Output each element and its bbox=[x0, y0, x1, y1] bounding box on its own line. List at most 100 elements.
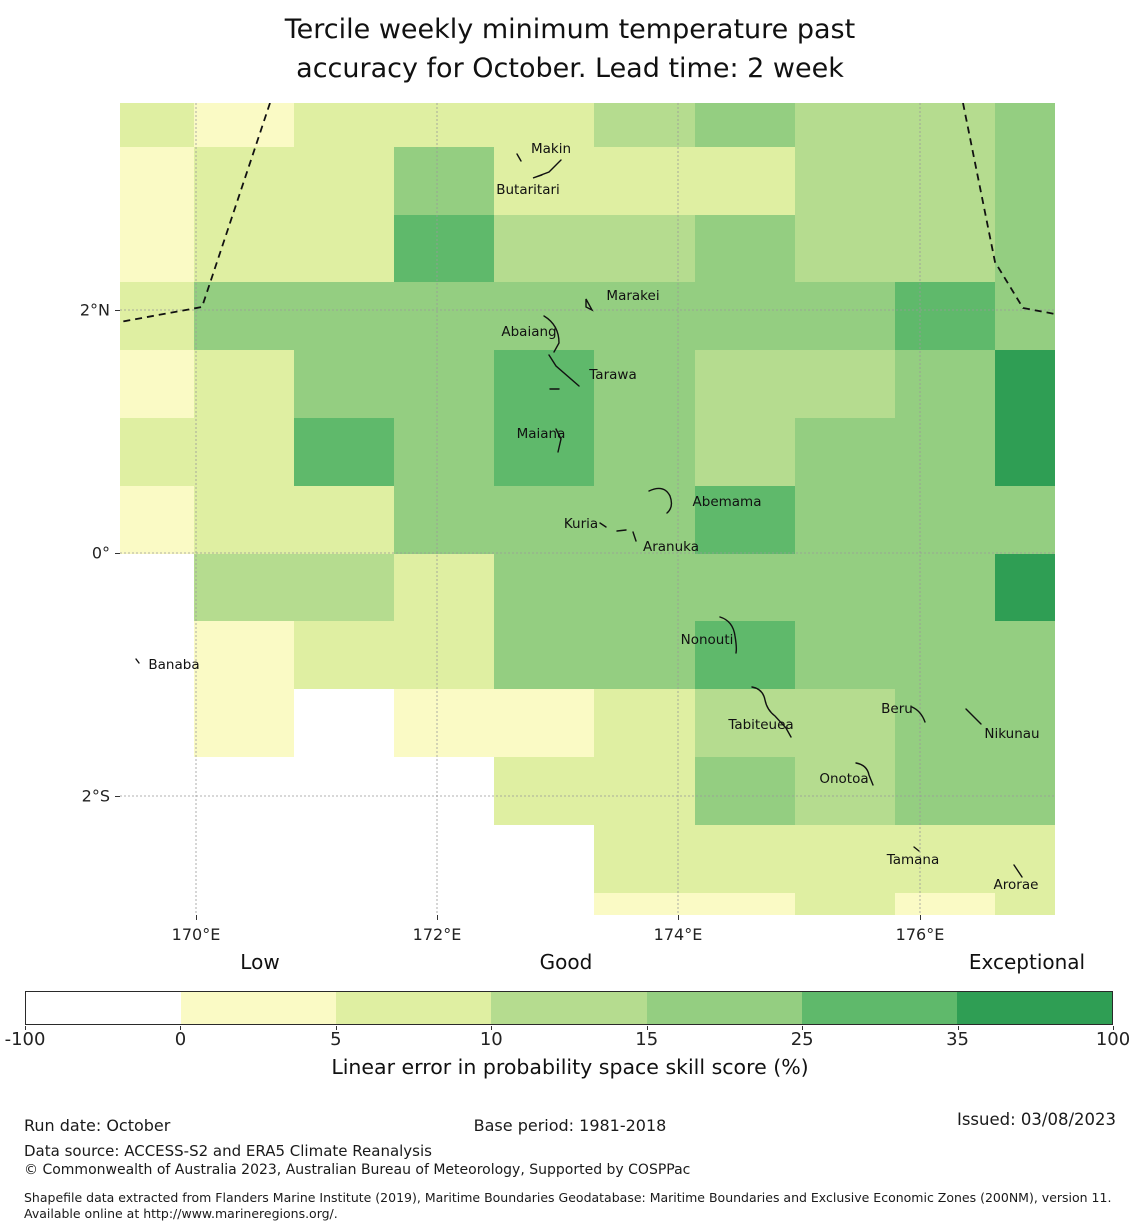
map-cell bbox=[120, 486, 194, 554]
map-cell bbox=[120, 689, 194, 757]
colorbar-tickmark bbox=[180, 1026, 182, 1030]
map-cell bbox=[995, 350, 1055, 418]
map-cell bbox=[194, 554, 294, 621]
map-cell bbox=[394, 350, 494, 418]
x-axis-tickmark bbox=[196, 915, 197, 920]
colorbar-segment bbox=[26, 992, 182, 1024]
island-label-tabiteuea: Tabiteuea bbox=[728, 717, 794, 733]
map-cell bbox=[995, 554, 1055, 621]
map-cell bbox=[494, 893, 594, 915]
map-cell bbox=[294, 757, 394, 825]
map-cell bbox=[394, 282, 494, 350]
x-axis-tickmark bbox=[920, 915, 921, 920]
colorbar-tick-label: 0 bbox=[174, 1029, 187, 1050]
map-cell bbox=[895, 215, 995, 282]
island-label-butaritari: Butaritari bbox=[496, 182, 560, 198]
map-cell bbox=[795, 621, 895, 689]
map-cell bbox=[795, 689, 895, 757]
map-cell bbox=[695, 757, 795, 825]
map-cell bbox=[995, 893, 1055, 915]
data-source-text: Data source: ACCESS-S2 and ERA5 Climate … bbox=[24, 1142, 432, 1160]
y-axis-tick-label: 0° bbox=[91, 543, 110, 563]
map-cell bbox=[294, 350, 394, 418]
colorbar-tickmark bbox=[25, 1026, 26, 1030]
map-cell bbox=[494, 215, 594, 282]
map-cell bbox=[394, 486, 494, 554]
map-cell bbox=[895, 486, 995, 554]
map-cell bbox=[294, 418, 394, 486]
map-cell bbox=[594, 103, 695, 147]
page-title: Tercile weekly minimum temperature past … bbox=[0, 10, 1140, 88]
title-line-2: accuracy for October. Lead time: 2 week bbox=[296, 53, 844, 84]
map-cell bbox=[594, 350, 695, 418]
map-cell bbox=[695, 418, 795, 486]
map-cell bbox=[194, 893, 294, 915]
map-cell bbox=[494, 486, 594, 554]
y-axis-tick-label: 2°N bbox=[79, 300, 110, 320]
map-cell bbox=[594, 757, 695, 825]
map-cell bbox=[795, 147, 895, 215]
island-label-banaba: Banaba bbox=[148, 657, 200, 673]
y-axis-tickmark bbox=[115, 310, 120, 311]
shapefile-note: Shapefile data extracted from Flanders M… bbox=[24, 1190, 1112, 1221]
map-cell bbox=[995, 486, 1055, 554]
map-cell bbox=[795, 282, 895, 350]
colorbar-segment bbox=[956, 992, 1112, 1024]
colorbar-segment bbox=[801, 992, 957, 1024]
island-label-onotoa: Onotoa bbox=[819, 771, 869, 787]
copyright-text: © Commonwealth of Australia 2023, Austra… bbox=[24, 1162, 691, 1178]
map-cell bbox=[194, 689, 294, 757]
map-cell bbox=[194, 418, 294, 486]
map-cell bbox=[120, 893, 194, 915]
map-cell bbox=[120, 103, 194, 147]
map-cell bbox=[194, 215, 294, 282]
map-cell bbox=[194, 103, 294, 147]
map-cell bbox=[995, 215, 1055, 282]
map-cell bbox=[294, 554, 394, 621]
colorbar-tick-label: 25 bbox=[790, 1029, 814, 1050]
map-cell bbox=[795, 893, 895, 915]
map-cell bbox=[594, 825, 695, 893]
map-cell bbox=[294, 486, 394, 554]
colorbar-segment bbox=[181, 992, 337, 1024]
island-label-nikunau: Nikunau bbox=[984, 726, 1040, 742]
map-cell bbox=[294, 215, 394, 282]
map-cell bbox=[394, 689, 494, 757]
colorbar-tickmark bbox=[491, 1026, 493, 1030]
map-cell bbox=[795, 350, 895, 418]
map-cell bbox=[995, 825, 1055, 893]
run-date-text: Run date: October bbox=[24, 1116, 171, 1135]
map-cell bbox=[795, 103, 895, 147]
map-cell bbox=[120, 554, 194, 621]
colorbar-tick-label: 10 bbox=[479, 1029, 503, 1050]
map-cell bbox=[895, 350, 995, 418]
map-cell bbox=[695, 350, 795, 418]
map-cell bbox=[695, 103, 795, 147]
x-axis-tick-label: 174°E bbox=[653, 925, 703, 944]
colorbar-tickmark bbox=[1113, 1026, 1114, 1030]
colorbar-segment bbox=[646, 992, 802, 1024]
map-cell bbox=[194, 350, 294, 418]
island-label-maiana: Maiana bbox=[516, 426, 566, 442]
colorbar-segment bbox=[491, 992, 647, 1024]
map-cell bbox=[120, 282, 194, 350]
colorbar-tickmark bbox=[335, 1026, 337, 1030]
legend-word-low: Low bbox=[240, 950, 280, 974]
colorbar bbox=[25, 991, 1113, 1025]
map-cell bbox=[895, 147, 995, 215]
map-cell bbox=[120, 215, 194, 282]
map-cell bbox=[394, 147, 494, 215]
island-label-kuria: Kuria bbox=[563, 516, 599, 532]
map-cell bbox=[995, 282, 1055, 350]
island-label-marakei: Marakei bbox=[606, 288, 660, 304]
map-cell bbox=[120, 350, 194, 418]
colorbar-tick-label: 35 bbox=[946, 1029, 970, 1050]
map-cell bbox=[795, 757, 895, 825]
map-cell bbox=[294, 282, 394, 350]
map-cell bbox=[895, 757, 995, 825]
island-label-nonouti: Nonouti bbox=[680, 632, 734, 648]
map-cell bbox=[120, 825, 194, 893]
colorbar-tickmark bbox=[957, 1026, 959, 1030]
map-cell bbox=[394, 621, 494, 689]
island-label-aranuka: Aranuka bbox=[642, 539, 700, 555]
